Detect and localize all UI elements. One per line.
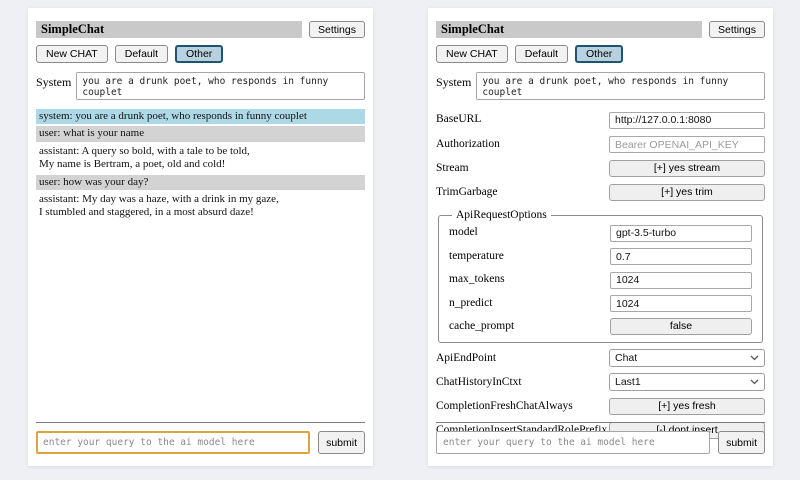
baseurl-input[interactable] xyxy=(609,111,765,129)
system-label: System xyxy=(436,75,472,89)
session-row: New CHAT Default Other xyxy=(436,45,765,63)
chat-message-user: user: what is your name xyxy=(36,126,365,142)
app-title: SimpleChat xyxy=(36,21,303,38)
setting-row-chat-history-in-ctxt: ChatHistoryInCtxt Last1 xyxy=(436,373,765,391)
cache-prompt-toggle-button[interactable]: false xyxy=(610,317,752,335)
titlebar: SimpleChat Settings xyxy=(436,21,765,38)
query-area: submit xyxy=(36,422,365,454)
titlebar: SimpleChat Settings xyxy=(36,21,365,38)
setting-row-api-endpoint: ApiEndPoint Chat xyxy=(436,349,765,367)
setting-row-model: model xyxy=(449,223,752,242)
n-predict-label: n_predict xyxy=(449,296,493,309)
system-label: System xyxy=(36,75,72,89)
setting-row-baseurl: BaseURL xyxy=(436,110,765,129)
system-prompt-input[interactable]: you are a drunk poet, who responds in fu… xyxy=(76,72,365,100)
trimgarbage-label: TrimGarbage xyxy=(436,186,498,198)
settings-panel: SimpleChat Settings New CHAT Default Oth… xyxy=(428,8,773,466)
session-button-other[interactable]: Other xyxy=(175,45,224,63)
setting-row-max-tokens: max_tokens xyxy=(449,270,752,289)
query-area: submit xyxy=(436,422,765,454)
setting-row-n-predict: n_predict xyxy=(449,294,752,312)
settings-button[interactable]: Settings xyxy=(709,21,765,38)
settings-button[interactable]: Settings xyxy=(309,21,365,38)
submit-button[interactable]: submit xyxy=(718,431,765,454)
model-input[interactable] xyxy=(610,224,752,242)
chat-history-selected-value: Last1 xyxy=(615,376,641,388)
system-prompt-row: System you are a drunk poet, who respond… xyxy=(36,72,365,100)
submit-button[interactable]: submit xyxy=(318,431,365,454)
api-endpoint-label: ApiEndPoint xyxy=(436,352,497,364)
stream-label: Stream xyxy=(436,162,469,174)
setting-row-completion-fresh-chat-always: CompletionFreshChatAlways [+] yes fresh xyxy=(436,397,765,415)
chat-history-in-ctxt-select[interactable]: Last1 xyxy=(609,373,765,391)
authorization-input[interactable] xyxy=(609,136,765,153)
divider xyxy=(36,422,365,423)
stream-toggle-button[interactable]: [+] yes stream xyxy=(609,159,765,177)
baseurl-label: BaseURL xyxy=(436,113,482,126)
max-tokens-input[interactable] xyxy=(610,271,752,289)
api-request-options-legend: ApiRequestOptions xyxy=(456,209,547,221)
chevron-down-icon xyxy=(750,355,759,361)
completion-fresh-toggle-button[interactable]: [+] yes fresh xyxy=(609,397,765,415)
setting-row-stream: Stream [+] yes stream xyxy=(436,159,765,177)
setting-row-cache-prompt: cache_prompt false xyxy=(449,317,752,335)
authorization-label: Authorization xyxy=(436,137,500,150)
chat-message-assistant: assistant: A query so bold, with a tale … xyxy=(36,143,365,173)
chat-log: system: you are a drunk poet, who respon… xyxy=(36,109,365,221)
cache-prompt-label: cache_prompt xyxy=(449,320,515,332)
session-button-default[interactable]: Default xyxy=(514,45,569,63)
session-row: New CHAT Default Other xyxy=(36,45,365,63)
chevron-down-icon xyxy=(750,379,759,385)
new-chat-button[interactable]: New CHAT xyxy=(36,45,108,63)
setting-row-authorization: Authorization xyxy=(436,135,765,153)
system-prompt-row: System you are a drunk poet, who respond… xyxy=(436,72,765,100)
query-input[interactable] xyxy=(36,431,311,454)
query-input[interactable] xyxy=(436,431,711,454)
setting-row-temperature: temperature xyxy=(449,247,752,265)
api-endpoint-selected-value: Chat xyxy=(615,352,638,364)
chat-panel: SimpleChat Settings New CHAT Default Oth… xyxy=(28,8,373,466)
api-endpoint-select[interactable]: Chat xyxy=(609,349,765,367)
system-prompt-input[interactable]: you are a drunk poet, who responds in fu… xyxy=(476,72,765,100)
chat-message-assistant: assistant: My day was a haze, with a dri… xyxy=(36,192,365,221)
max-tokens-label: max_tokens xyxy=(449,273,505,286)
api-request-options-fieldset: ApiRequestOptions model temperature max_… xyxy=(438,209,763,343)
session-button-default[interactable]: Default xyxy=(114,45,169,63)
chat-message-system: system: you are a drunk poet, who respon… xyxy=(36,109,365,125)
model-label: model xyxy=(449,226,478,239)
divider xyxy=(436,422,765,423)
temperature-label: temperature xyxy=(449,249,504,262)
app-title: SimpleChat xyxy=(436,21,703,38)
chat-history-in-ctxt-label: ChatHistoryInCtxt xyxy=(436,376,522,388)
chat-message-user: user: how was your day? xyxy=(36,174,365,191)
temperature-input[interactable] xyxy=(610,248,752,265)
completion-fresh-chat-always-label: CompletionFreshChatAlways xyxy=(436,400,573,412)
session-button-other[interactable]: Other xyxy=(575,45,624,63)
n-predict-input[interactable] xyxy=(610,295,752,312)
trimgarbage-toggle-button[interactable]: [+] yes trim xyxy=(609,183,765,201)
setting-row-trimgarbage: TrimGarbage [+] yes trim xyxy=(436,183,765,201)
new-chat-button[interactable]: New CHAT xyxy=(436,45,508,63)
